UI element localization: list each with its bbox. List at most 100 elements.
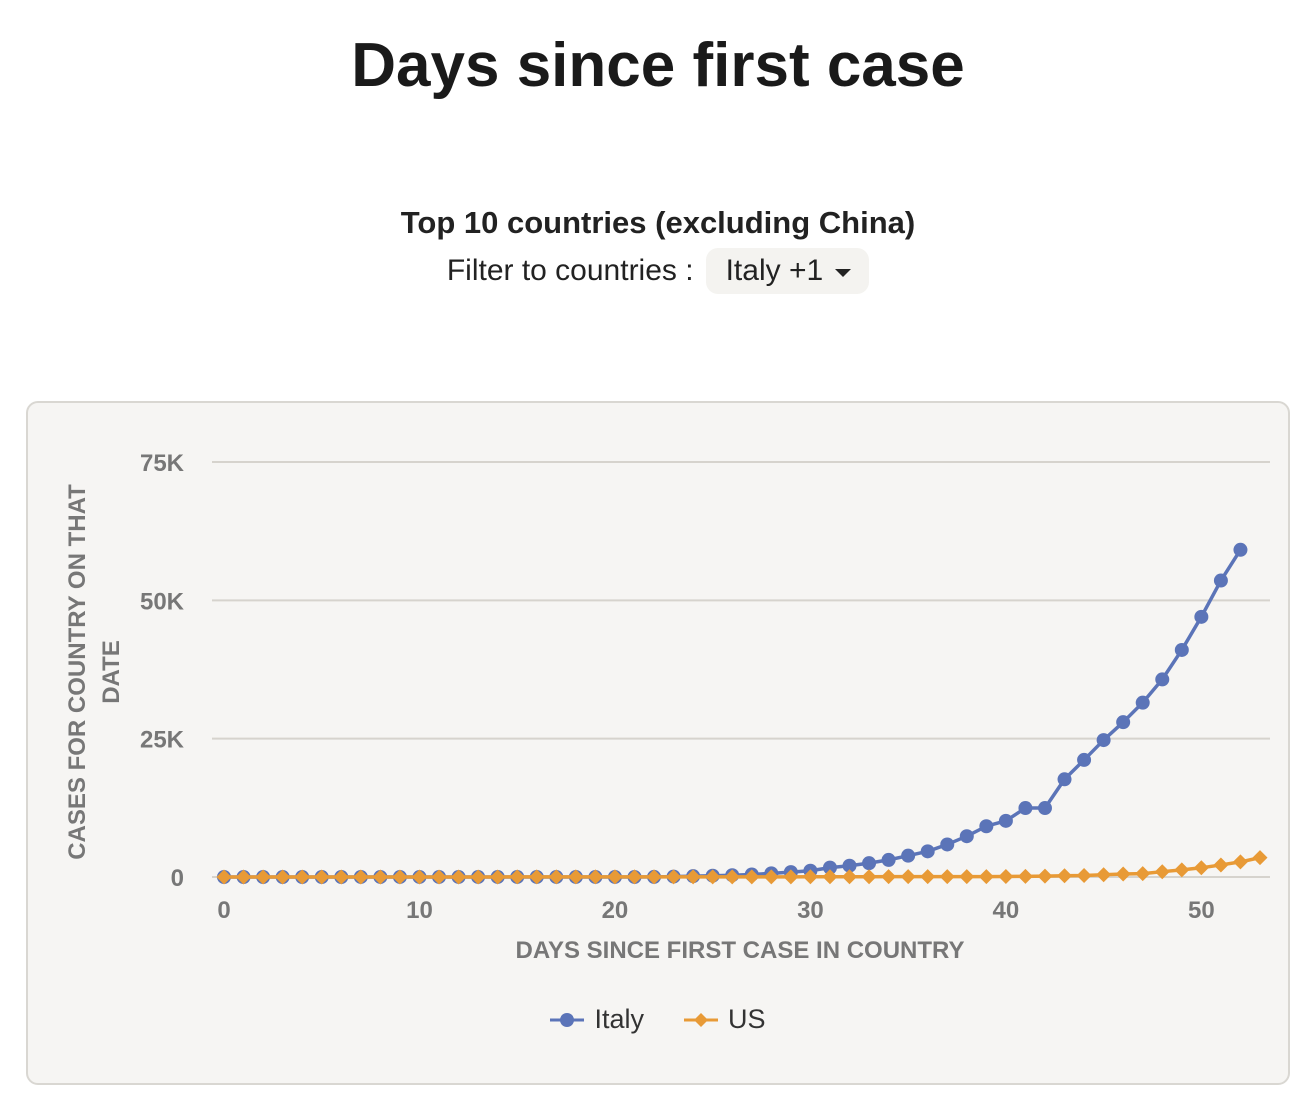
data-point-us[interactable] <box>548 869 564 885</box>
data-point-italy[interactable] <box>1116 715 1131 730</box>
grid-lines <box>212 461 1270 878</box>
data-point-us[interactable] <box>216 869 232 885</box>
data-point-italy[interactable] <box>920 844 935 859</box>
data-point-italy[interactable] <box>979 819 994 834</box>
data-point-us[interactable] <box>490 869 506 885</box>
data-point-us[interactable] <box>626 869 642 885</box>
data-point-us[interactable] <box>568 869 584 885</box>
data-point-us[interactable] <box>333 869 349 885</box>
y-tick-label: 0 <box>171 865 184 892</box>
data-point-us[interactable] <box>763 869 779 885</box>
data-point-us[interactable] <box>1037 868 1053 884</box>
data-point-us[interactable] <box>353 869 369 885</box>
data-point-us[interactable] <box>705 869 721 885</box>
data-point-us[interactable] <box>861 869 877 885</box>
data-point-italy[interactable] <box>1155 672 1170 687</box>
data-point-us[interactable] <box>802 869 818 885</box>
y-axis-title: CASES FOR COUNTRY ON THAT DATE <box>64 484 125 860</box>
x-tick-label: 40 <box>993 897 1020 924</box>
chart-legend: Italy US <box>0 1004 1316 1035</box>
data-point-us[interactable] <box>1193 860 1209 876</box>
x-tick-label: 10 <box>406 897 433 924</box>
legend-item-italy[interactable]: Italy <box>550 1004 644 1035</box>
data-point-us[interactable] <box>842 869 858 885</box>
data-point-us[interactable] <box>881 869 897 885</box>
data-point-italy[interactable] <box>1174 642 1189 657</box>
x-axis-ticks: 0 10 20 30 40 50 <box>217 897 1214 924</box>
data-point-us[interactable] <box>607 869 623 885</box>
data-point-italy[interactable] <box>959 829 974 844</box>
chart-subtitle: Top 10 countries (excluding China) <box>400 205 916 240</box>
data-point-us[interactable] <box>314 869 330 885</box>
data-point-us[interactable] <box>1135 866 1151 882</box>
data-point-italy[interactable] <box>1018 801 1033 816</box>
data-point-italy[interactable] <box>1233 542 1248 557</box>
data-point-italy[interactable] <box>1213 573 1228 588</box>
data-point-us[interactable] <box>431 869 447 885</box>
y-axis-ticks: 0 25K 50K 75K <box>140 450 185 892</box>
data-point-us[interactable] <box>939 869 955 885</box>
data-point-italy[interactable] <box>1057 772 1072 787</box>
data-point-us[interactable] <box>1232 854 1248 870</box>
x-axis-title: DAYS SINCE FIRST CASE IN COUNTRY <box>515 937 965 964</box>
country-filter-dropdown[interactable]: Italy +1 <box>705 248 870 294</box>
data-point-us[interactable] <box>411 869 427 885</box>
data-point-us[interactable] <box>372 869 388 885</box>
data-point-us[interactable] <box>920 869 936 885</box>
data-point-italy[interactable] <box>1037 801 1052 816</box>
data-point-us[interactable] <box>1115 866 1131 882</box>
data-point-us[interactable] <box>255 869 271 885</box>
data-point-us[interactable] <box>744 869 760 885</box>
data-point-us[interactable] <box>1057 868 1073 884</box>
data-point-us[interactable] <box>666 869 682 885</box>
data-point-us[interactable] <box>1252 850 1268 866</box>
data-point-us[interactable] <box>275 869 291 885</box>
data-point-us[interactable] <box>998 868 1014 884</box>
data-point-italy[interactable] <box>822 860 837 875</box>
data-point-italy[interactable] <box>1194 609 1209 624</box>
data-point-italy[interactable] <box>1135 695 1150 710</box>
data-point-us[interactable] <box>509 869 525 885</box>
data-point-us[interactable] <box>783 869 799 885</box>
data-point-us[interactable] <box>1017 868 1033 884</box>
data-point-italy[interactable] <box>901 848 916 863</box>
data-point-italy[interactable] <box>862 856 877 871</box>
data-point-us[interactable] <box>1174 862 1190 878</box>
data-point-us[interactable] <box>451 869 467 885</box>
data-point-us[interactable] <box>470 869 486 885</box>
data-point-us[interactable] <box>392 869 408 885</box>
data-point-us[interactable] <box>236 869 252 885</box>
data-point-italy[interactable] <box>940 837 955 852</box>
x-tick-label: 50 <box>1188 897 1215 924</box>
data-point-italy[interactable] <box>998 813 1013 828</box>
data-point-us[interactable] <box>294 869 310 885</box>
data-point-us[interactable] <box>685 869 701 885</box>
data-point-italy[interactable] <box>1096 733 1111 748</box>
page-title: Days since first case <box>351 31 965 100</box>
y-tick-label: 50K <box>140 588 185 615</box>
chevron-down-icon <box>835 269 852 277</box>
data-point-us[interactable] <box>900 869 916 885</box>
legend-item-us[interactable]: US <box>684 1004 766 1035</box>
y-tick-label: 75K <box>140 450 185 477</box>
data-point-us[interactable] <box>1213 857 1229 873</box>
legend-marker-us <box>684 1012 718 1027</box>
data-point-us[interactable] <box>978 869 994 885</box>
data-point-us[interactable] <box>1076 867 1092 883</box>
data-point-us[interactable] <box>646 869 662 885</box>
filter-label: Filter to countries : <box>446 254 694 287</box>
data-point-us[interactable] <box>587 869 603 885</box>
data-point-italy[interactable] <box>881 852 896 867</box>
chart-card <box>26 401 1290 1085</box>
data-point-us[interactable] <box>1154 864 1170 880</box>
data-point-us[interactable] <box>822 869 838 885</box>
data-point-us[interactable] <box>724 869 740 885</box>
data-point-us[interactable] <box>1096 867 1112 883</box>
data-point-us[interactable] <box>529 869 545 885</box>
data-point-italy[interactable] <box>1077 752 1092 767</box>
data-point-italy[interactable] <box>842 858 857 873</box>
legend-marker-italy <box>550 1012 585 1027</box>
data-point-us[interactable] <box>959 869 975 885</box>
x-tick-label: 0 <box>217 897 230 924</box>
